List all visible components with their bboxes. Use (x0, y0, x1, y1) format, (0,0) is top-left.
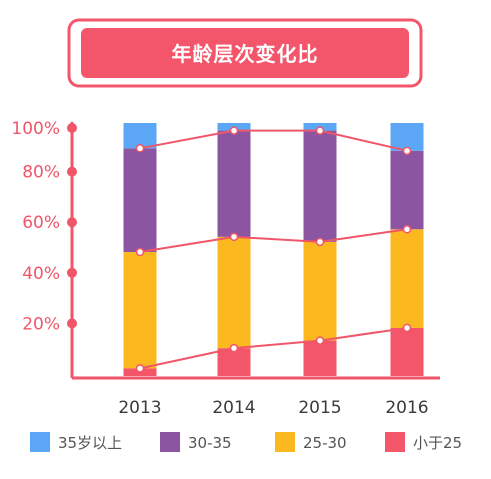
trend-point (402, 146, 412, 156)
x-tick-label: 2014 (212, 398, 255, 418)
legend-label: 25-30 (303, 434, 347, 452)
bar-segment (390, 150, 424, 230)
bar-segment (303, 340, 337, 376)
bar-segment (390, 327, 424, 376)
trend-line (139, 326, 408, 370)
legend-label: 小于25 (413, 434, 462, 452)
y-tick-dot (67, 166, 77, 177)
title-banner-inner (81, 28, 409, 78)
trend-point (315, 336, 325, 345)
trend-point (229, 343, 239, 353)
trend-point (135, 364, 145, 373)
bar-segment (303, 241, 337, 341)
x-tick-label: 2016 (385, 398, 428, 418)
trend-point (135, 247, 145, 257)
trend-point (315, 126, 325, 135)
x-tick-label: 2013 (118, 398, 161, 418)
trend-point (229, 232, 239, 242)
y-tick-label: 80% (22, 163, 60, 183)
x-ticks: 2013 2014 2015 2016 (118, 398, 428, 418)
legend: 35岁以上 30-35 25-30 小于25 (30, 432, 462, 452)
trend-point (402, 323, 412, 333)
y-tick-label: 100% (11, 119, 60, 139)
bar-segment (123, 148, 157, 253)
y-tick-label: 20% (22, 314, 60, 334)
y-tick-dot (67, 267, 77, 278)
bar-segment (217, 236, 251, 349)
legend-swatch (275, 432, 295, 452)
trend-line (139, 228, 408, 254)
y-tick-label: 60% (22, 213, 60, 233)
bar-segment (390, 229, 424, 328)
legend-label: 35岁以上 (58, 434, 122, 452)
bar-segment (390, 123, 424, 151)
x-tick-label: 2015 (298, 398, 341, 418)
trend-point (315, 237, 325, 247)
y-tick-dot (67, 217, 77, 228)
legend-swatch (30, 432, 50, 452)
bar-segment (123, 252, 157, 369)
title-banner: 年龄层次变化比 (67, 18, 423, 88)
y-ticks: 20% 40% 60% 80% 100% (11, 119, 77, 334)
trend-lines (135, 126, 412, 373)
trend-point (402, 225, 412, 234)
legend-swatch (160, 432, 180, 452)
legend-swatch (385, 432, 405, 452)
y-tick-dot (67, 318, 77, 329)
bar-segment (217, 348, 251, 376)
bar-segment (303, 130, 337, 242)
y-tick-dot (67, 123, 77, 133)
trend-point (135, 144, 145, 153)
bar-segment (217, 130, 251, 237)
trend-line (139, 129, 408, 152)
chart-title: 年龄层次变化比 (172, 42, 319, 66)
legend-label: 30-35 (188, 434, 232, 452)
bars (123, 123, 424, 376)
y-tick-label: 40% (22, 264, 60, 284)
trend-point (229, 126, 239, 135)
